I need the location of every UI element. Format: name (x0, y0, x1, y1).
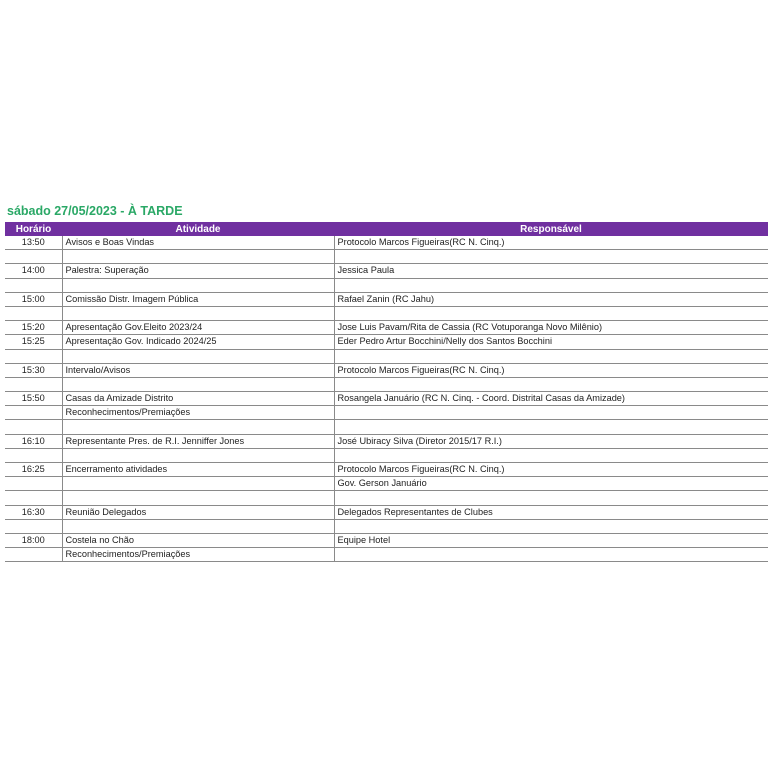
cell-responsible (333, 519, 768, 534)
cell-responsible: Jose Luis Pavam/Rita de Cassia (RC Votup… (333, 320, 768, 336)
cell-activity (61, 306, 334, 322)
header-time: Horário (5, 222, 62, 236)
cell-responsible (333, 547, 768, 563)
cell-time (5, 476, 62, 492)
cell-responsible: Protocolo Marcos Figueiras(RC N. Cinq.) (333, 236, 768, 251)
cell-responsible (333, 249, 768, 265)
cell-activity (61, 519, 334, 534)
cell-time: 16:25 (5, 462, 62, 478)
cell-time (5, 377, 62, 393)
table-row (5, 519, 768, 534)
table-row: Gov. Gerson Januário (5, 476, 768, 492)
cell-time: 15:50 (5, 391, 62, 407)
cell-activity: Reconhecimentos/Premiações (61, 547, 334, 563)
cell-time: 15:00 (5, 292, 62, 307)
cell-responsible: Eder Pedro Artur Bocchini/Nelly dos Sant… (333, 334, 768, 350)
table-row (5, 306, 768, 322)
table-row (5, 377, 768, 393)
cell-time (5, 306, 62, 322)
cell-responsible: Delegados Representantes de Clubes (333, 505, 768, 520)
cell-responsible: Jessica Paula (333, 263, 768, 279)
cell-responsible (333, 448, 768, 464)
cell-activity (61, 278, 334, 293)
schedule-title: sábado 27/05/2023 - À TARDE (7, 204, 183, 218)
cell-time (5, 349, 62, 364)
cell-responsible: Protocolo Marcos Figueiras(RC N. Cinq.) (333, 363, 768, 378)
cell-activity: Palestra: Superação (61, 263, 334, 279)
table-row (5, 490, 768, 506)
cell-responsible (333, 349, 768, 364)
table-row (5, 349, 768, 364)
cell-activity (61, 476, 334, 492)
cell-activity: Costela no Chão (61, 533, 334, 549)
cell-activity (61, 249, 334, 265)
cell-time (5, 419, 62, 435)
cell-activity (61, 349, 334, 364)
cell-responsible: Protocolo Marcos Figueiras(RC N. Cinq.) (333, 462, 768, 478)
cell-time: 15:20 (5, 320, 62, 336)
cell-responsible (333, 490, 768, 506)
cell-activity: Apresentação Gov. Indicado 2024/25 (61, 334, 334, 350)
header-responsible: Responsável (334, 222, 768, 236)
cell-activity: Apresentação Gov.Eleito 2023/24 (61, 320, 334, 336)
cell-time (5, 490, 62, 506)
cell-time: 13:50 (5, 236, 62, 251)
cell-activity: Intervalo/Avisos (61, 363, 334, 378)
table-row: 15:30 Intervalo/Avisos Protocolo Marcos Fi… (5, 363, 768, 378)
table-row: Reconhecimentos/Premiações (5, 405, 768, 421)
cell-activity: Representante Pres. de R.I. Jenniffer Jo… (61, 434, 334, 449)
cell-responsible: Equipe Hotel (333, 533, 768, 549)
cell-time: 16:30 (5, 505, 62, 520)
table-row: 18:00 Costela no Chão Equipe Hotel (5, 533, 768, 549)
table-row (5, 448, 768, 464)
table-row: 16:30 Reunião Delegados Delegados Represen… (5, 505, 768, 520)
cell-responsible (333, 405, 768, 421)
cell-time (5, 448, 62, 464)
cell-activity (61, 419, 334, 435)
table-row: 13:50 Avisos e Boas Vindas Protocolo Marco… (5, 236, 768, 251)
cell-activity (61, 490, 334, 506)
cell-activity: Reconhecimentos/Premiações (61, 405, 334, 421)
cell-responsible: Rafael Zanin (RC Jahu) (333, 292, 768, 307)
table-row: 15:50 Casas da Amizade Distrito Rosangela … (5, 391, 768, 407)
cell-time: 16:10 (5, 434, 62, 449)
cell-responsible: José Ubiracy Silva (Diretor 2015/17 R.I.… (333, 434, 768, 449)
cell-activity (61, 377, 334, 393)
table-row (5, 419, 768, 435)
cell-responsible (333, 419, 768, 435)
cell-responsible (333, 306, 768, 322)
cell-activity: Avisos e Boas Vindas (61, 236, 334, 251)
cell-activity: Comissão Distr. Imagem Pública (61, 292, 334, 307)
table-row: 15:25 Apresentação Gov. Indicado 2024/25 E… (5, 334, 768, 350)
cell-time: 15:30 (5, 363, 62, 378)
table-row: Reconhecimentos/Premiações (5, 547, 768, 563)
table-row: 15:20 Apresentação Gov.Eleito 2023/24 Jose… (5, 320, 768, 336)
cell-time (5, 519, 62, 534)
table-row: 15:00 Comissão Distr. Imagem Pública Rafae… (5, 292, 768, 307)
cell-time: 18:00 (5, 533, 62, 549)
schedule-table: Horário Atividade Responsável 13:50 Aviso… (5, 222, 768, 563)
cell-responsible (333, 278, 768, 293)
header-activity: Atividade (62, 222, 334, 236)
table-row: 16:25 Encerramento atividades Protocolo Ma… (5, 462, 768, 478)
cell-responsible: Rosangela Januário (RC N. Cinq. - Coord.… (333, 391, 768, 407)
cell-activity: Reunião Delegados (61, 505, 334, 520)
cell-responsible: Gov. Gerson Januário (333, 476, 768, 492)
table-row (5, 249, 768, 265)
cell-responsible (333, 377, 768, 393)
header-row: Horário Atividade Responsável (5, 222, 768, 236)
table-row (5, 278, 768, 293)
cell-activity: Encerramento atividades (61, 462, 334, 478)
cell-time (5, 249, 62, 265)
cell-time (5, 278, 62, 293)
table-row: 16:10 Representante Pres. de R.I. Jenniff… (5, 434, 768, 449)
cell-time: 14:00 (5, 263, 62, 279)
cell-activity (61, 448, 334, 464)
cell-time (5, 405, 62, 421)
cell-time: 15:25 (5, 334, 62, 350)
table-row: 14:00 Palestra: Superação Jessica Paula (5, 263, 768, 279)
cell-activity: Casas da Amizade Distrito (61, 391, 334, 407)
cell-time (5, 547, 62, 563)
